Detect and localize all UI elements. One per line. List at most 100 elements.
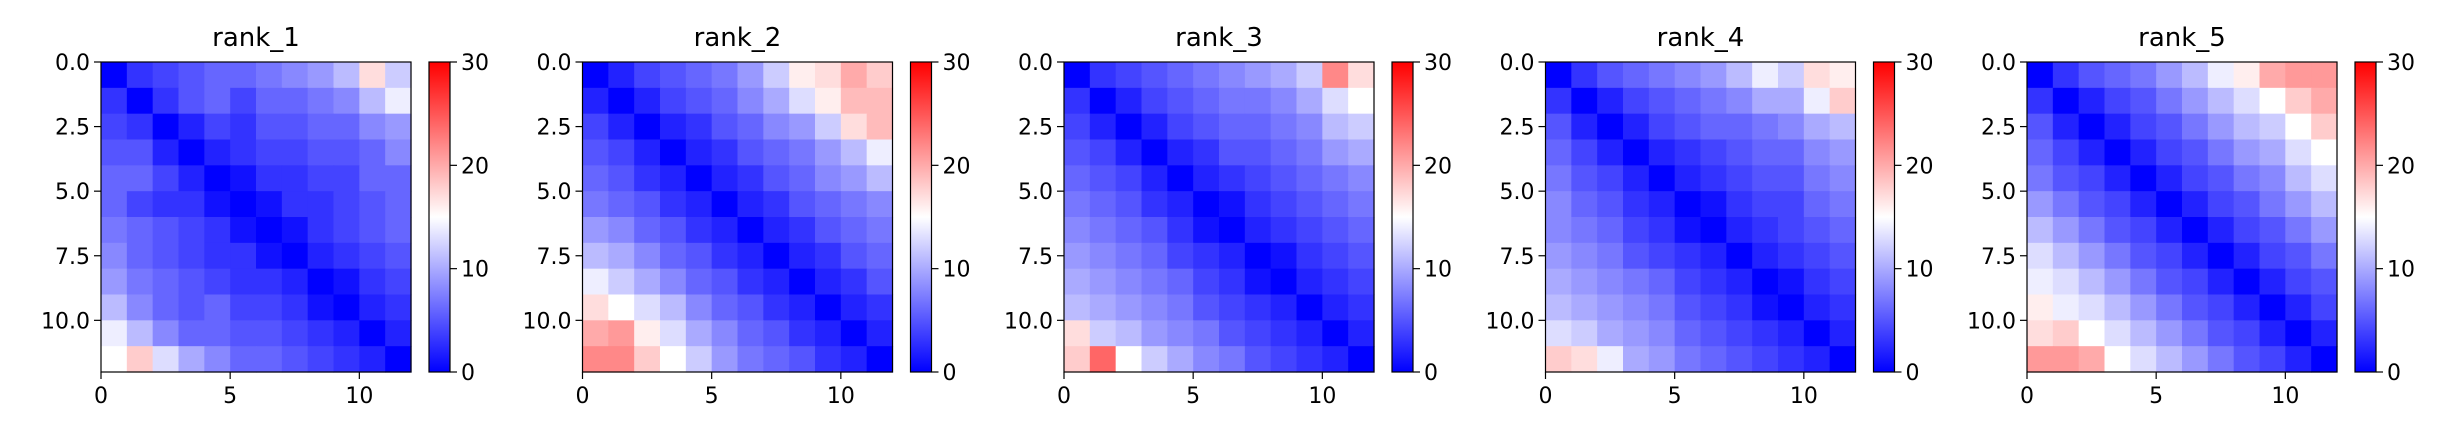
- chart-title: rank_3: [1175, 23, 1263, 53]
- heatmap-cell: [685, 217, 713, 244]
- heatmap-cell: [2156, 191, 2183, 218]
- heatmap-cell: [101, 217, 128, 244]
- heatmap-cell: [2182, 165, 2209, 192]
- heatmap-cell: [1348, 139, 1375, 166]
- heatmap-cell: [1064, 294, 1091, 321]
- heatmap-cell: [152, 165, 180, 192]
- heatmap-cell: [307, 242, 335, 270]
- heatmap-cell: [2078, 87, 2106, 115]
- heatmap-cell: [1623, 62, 1650, 89]
- heatmap-cell: [1803, 165, 1831, 192]
- heatmap-cell: [2285, 62, 2312, 89]
- heatmap-cell: [1322, 294, 1349, 321]
- heatmap-cell: [840, 242, 868, 270]
- heatmap-cell: [1167, 139, 1194, 166]
- x-tick-label: 0: [576, 384, 590, 409]
- heatmap-cell: [1648, 320, 1676, 347]
- heatmap-cell: [1244, 113, 1272, 141]
- heatmap-cell: [2285, 346, 2312, 373]
- heatmap-cell: [1778, 139, 1805, 166]
- heatmap-cell: [2259, 294, 2286, 321]
- heatmap-cell: [1571, 165, 1598, 192]
- heatmap-cell: [1829, 113, 1857, 141]
- heatmap-cell: [1674, 139, 1702, 166]
- heatmap-cell: [634, 294, 661, 321]
- heatmap-cell: [1648, 268, 1676, 296]
- heatmap-cell: [230, 217, 257, 244]
- heatmap-cell: [1167, 294, 1194, 321]
- heatmap-cell: [359, 242, 386, 270]
- heatmap-cell: [1829, 242, 1857, 270]
- heatmap-cell: [1778, 165, 1805, 192]
- heatmap-cell: [815, 87, 842, 115]
- y-tick-label: 5.0: [1018, 180, 1053, 205]
- heatmap-cell: [1829, 217, 1857, 244]
- heatmap-cell: [2027, 165, 2054, 192]
- colorbar-tick-label: 0: [2387, 361, 2401, 386]
- heatmap-cell: [1597, 139, 1624, 166]
- heatmap-cell: [763, 217, 790, 244]
- heatmap-cell: [1244, 268, 1272, 296]
- heatmap-cell: [2104, 139, 2131, 166]
- x-tick-label: 0: [94, 384, 108, 409]
- heatmap-cell: [126, 217, 154, 244]
- heatmap-cell: [1296, 217, 1323, 244]
- heatmap-cell: [1064, 165, 1091, 192]
- heatmap-cell: [1064, 87, 1091, 115]
- heatmap-cell: [1219, 294, 1246, 321]
- heatmap-cell: [2233, 165, 2261, 192]
- heatmap-cell: [204, 62, 231, 89]
- heatmap-cell: [582, 139, 609, 166]
- heatmap-cell: [281, 320, 309, 347]
- heatmap-cell: [281, 87, 309, 115]
- heatmap-cell: [2130, 294, 2157, 321]
- heatmap-cell: [2207, 242, 2235, 270]
- heatmap-cell: [1778, 191, 1805, 218]
- heatmap-cell: [582, 113, 609, 141]
- heatmap-cell: [1803, 62, 1831, 89]
- heatmap-cell: [1089, 320, 1117, 347]
- heatmap-cell: [178, 139, 205, 166]
- axes-frame: [581, 61, 894, 373]
- heatmap-cell: [2104, 191, 2131, 218]
- heatmap-cell: [359, 113, 386, 141]
- heatmap-cell: [2285, 165, 2312, 192]
- heatmap-cell: [1726, 268, 1753, 296]
- heatmap-cell: [1623, 346, 1650, 373]
- heatmap-cell: [608, 191, 635, 218]
- y-tick-label: 5.0: [537, 180, 572, 205]
- heatmap-cell: [2311, 217, 2338, 244]
- heatmap-cell: [126, 191, 154, 218]
- heatmap-cell: [1829, 294, 1857, 321]
- heatmap-cell: [178, 87, 205, 115]
- heatmap-cell: [840, 217, 868, 244]
- heatmap-cell: [1089, 217, 1117, 244]
- heatmap-cell: [1803, 217, 1831, 244]
- heatmap-cell: [2233, 217, 2261, 244]
- heatmap-cell: [2156, 113, 2183, 141]
- heatmap-cell: [2259, 165, 2286, 192]
- heatmap-cell: [2311, 191, 2338, 218]
- heatmap-cell: [385, 191, 412, 218]
- colorbar: [428, 61, 451, 373]
- heatmap-cell: [1829, 139, 1857, 166]
- heatmap-cell: [281, 294, 309, 321]
- heatmap-cell: [1193, 139, 1220, 166]
- heatmap-cell: [1648, 113, 1676, 141]
- heatmap-cell: [1623, 242, 1650, 270]
- heatmap-cell: [1700, 191, 1727, 218]
- heatmap-cell: [1752, 242, 1779, 270]
- heatmap-cell: [2207, 268, 2235, 296]
- heatmap-cell: [763, 191, 790, 218]
- heatmap-cell: [1115, 217, 1143, 244]
- heatmap-cell: [763, 242, 790, 270]
- heatmap-cell: [256, 242, 283, 270]
- heatmap-cell: [333, 165, 360, 192]
- heatmap-cell: [1141, 113, 1168, 141]
- heatmap-cell: [2311, 139, 2338, 166]
- heatmap-cell: [840, 87, 868, 115]
- heatmap-cell: [307, 113, 335, 141]
- heatmap-cell: [230, 320, 257, 347]
- heatmap-cell: [1648, 191, 1676, 218]
- heatmap-cell: [737, 139, 764, 166]
